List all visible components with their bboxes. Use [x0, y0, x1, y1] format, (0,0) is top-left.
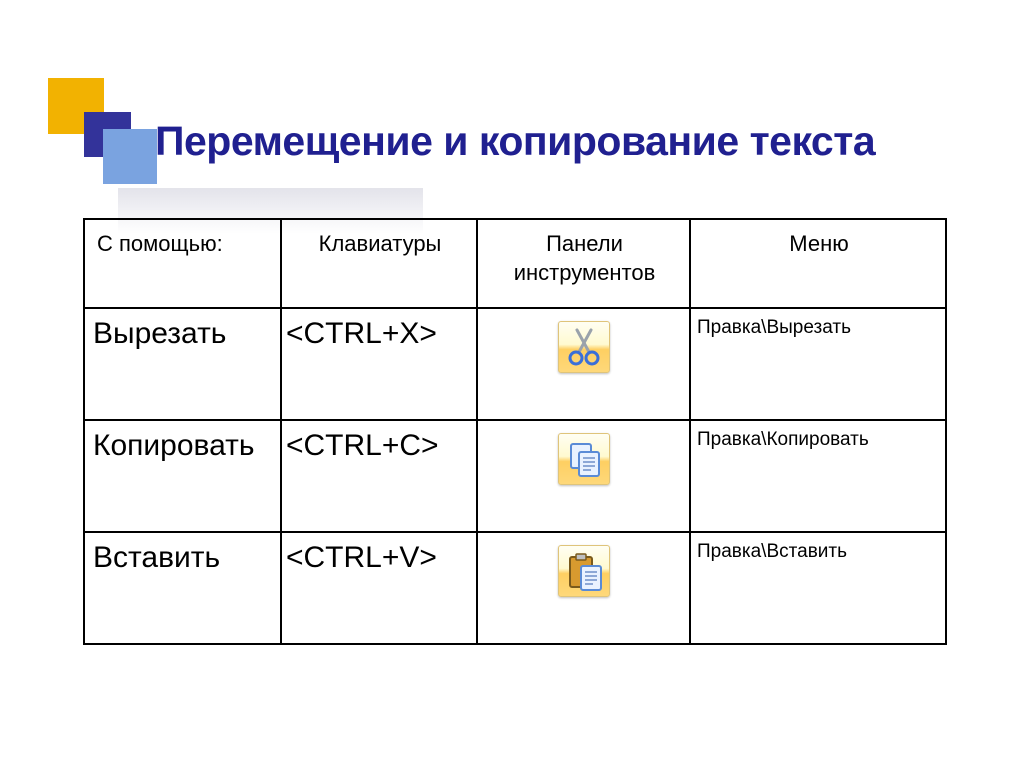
- toolbar-cell: [477, 308, 690, 420]
- shortcut-text: <CTRL+C>: [281, 420, 477, 532]
- shortcut-text: <CTRL+X>: [281, 308, 477, 420]
- action-label: Вырезать: [84, 308, 281, 420]
- copy-icon: [558, 433, 610, 485]
- table-row: Вырезать <CTRL+X> Правка\Вырезать: [84, 308, 946, 420]
- col-header-toolbar: Панели инструментов: [477, 219, 690, 308]
- toolbar-cell: [477, 420, 690, 532]
- table-header-row: С помощью: Клавиатуры Панели инструменто…: [84, 219, 946, 308]
- col-header-keyboard: Клавиатуры: [281, 219, 477, 308]
- commands-table: С помощью: Клавиатуры Панели инструменто…: [83, 218, 947, 645]
- menu-path: Правка\Вырезать: [690, 308, 946, 420]
- menu-path: Правка\Копировать: [690, 420, 946, 532]
- cut-icon: [558, 321, 610, 373]
- menu-path: Правка\Вставить: [690, 532, 946, 644]
- slide-title: Перемещение и копирование текста: [155, 118, 1009, 165]
- action-label: Вставить: [84, 532, 281, 644]
- paste-icon: [558, 545, 610, 597]
- deco-blue-square-2: [103, 129, 157, 184]
- table-row: Копировать <CTRL+C> Правка\Копировать: [84, 420, 946, 532]
- col-header-menu: Меню: [690, 219, 946, 308]
- col-header-help: С помощью:: [84, 219, 281, 308]
- toolbar-cell: [477, 532, 690, 644]
- shortcut-text: <CTRL+V>: [281, 532, 477, 644]
- table-row: Вставить <CTRL+V> Правка\Вставить: [84, 532, 946, 644]
- slide: Перемещение и копирование текста С помощ…: [0, 0, 1024, 768]
- action-label: Копировать: [84, 420, 281, 532]
